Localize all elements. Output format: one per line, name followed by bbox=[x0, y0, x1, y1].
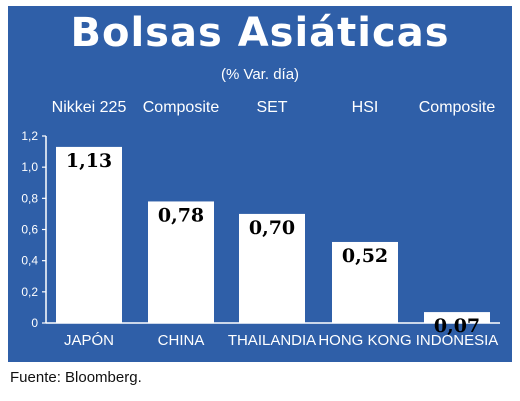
chart-title: Bolsas Asiáticas bbox=[70, 10, 450, 56]
y-tick-label: 0,6 bbox=[21, 223, 38, 237]
bar bbox=[424, 312, 490, 323]
x-tick-label: JAPÓN bbox=[64, 332, 114, 349]
index-name-label: HSI bbox=[352, 99, 379, 116]
bar bbox=[239, 213, 305, 323]
chart-subtitle: (% Var. día) bbox=[220, 66, 300, 83]
x-tick-label: HONG KONG bbox=[318, 332, 411, 349]
index-name-label: Composite bbox=[143, 99, 220, 116]
y-tick-label: 1,2 bbox=[21, 129, 38, 143]
y-tick-label: 0 bbox=[31, 316, 38, 330]
y-tick-label: 1,0 bbox=[21, 160, 38, 174]
bar bbox=[148, 201, 214, 323]
index-name-label: Nikkei 225 bbox=[52, 99, 127, 116]
data-label: 0,07 bbox=[434, 315, 480, 337]
y-tick-label: 0,4 bbox=[21, 254, 38, 268]
bar bbox=[332, 241, 398, 323]
source-note: Fuente: Bloomberg. bbox=[10, 369, 142, 386]
data-label: 0,52 bbox=[342, 245, 388, 267]
data-label: 0,70 bbox=[249, 217, 295, 239]
x-tick-label: CHINA bbox=[158, 332, 205, 349]
y-tick-label: 0,2 bbox=[21, 285, 38, 299]
index-name-label: SET bbox=[256, 99, 287, 116]
data-label: 0,78 bbox=[158, 204, 204, 226]
data-label: 1,13 bbox=[66, 150, 112, 172]
index-name-label: Composite bbox=[419, 99, 496, 116]
x-tick-label: INDONESIA bbox=[416, 332, 499, 349]
bar-chart: 0 0,2 0,4 0,6 0,8 1,0 1,2 Nikkei 225 1,13 JAPÓN Co… bbox=[21, 99, 500, 349]
x-tick-label: THAILANDIA bbox=[228, 332, 316, 349]
y-tick-label: 0,8 bbox=[21, 191, 38, 205]
bar bbox=[56, 146, 122, 323]
